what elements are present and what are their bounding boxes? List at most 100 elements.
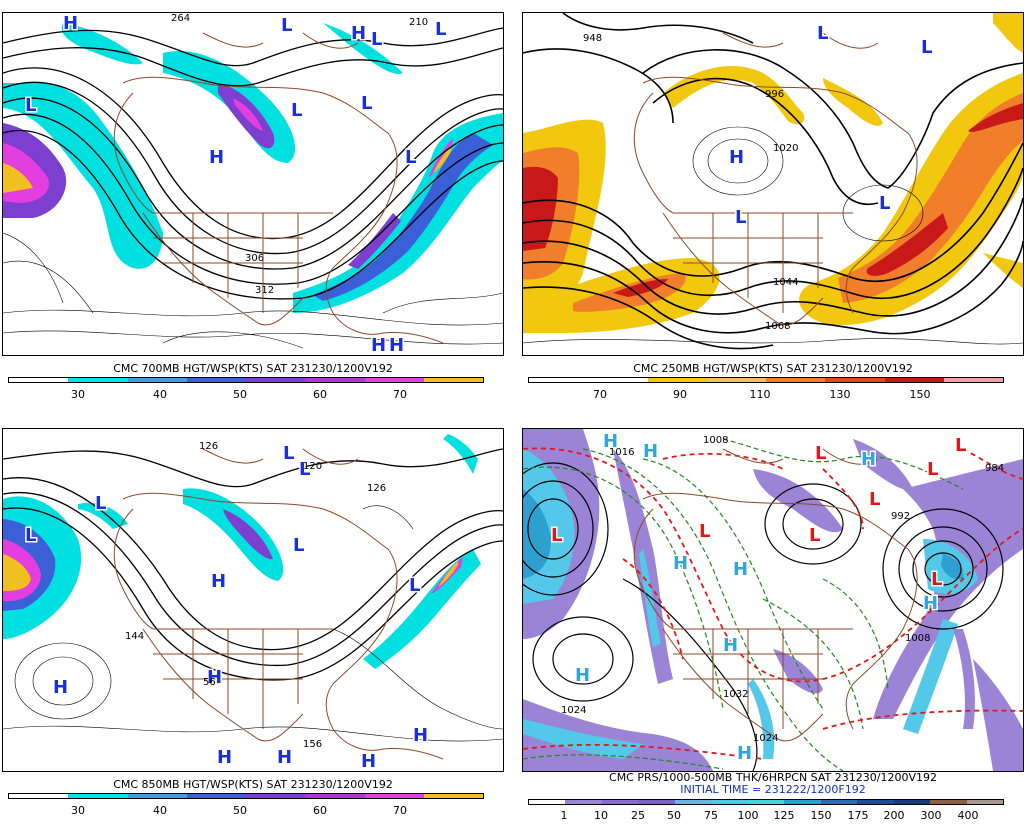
contour-label: 996 bbox=[765, 89, 784, 100]
legend-swatch bbox=[529, 800, 566, 804]
high-marker: H bbox=[63, 13, 78, 34]
low-marker: L bbox=[735, 207, 746, 228]
contour-label: 1044 bbox=[773, 277, 798, 288]
panel-caption: CMC 700MB HGT/WSP(KTS) SAT 231230/1200V1… bbox=[113, 362, 393, 375]
low-marker: L bbox=[809, 525, 820, 546]
legend-swatch bbox=[766, 378, 826, 382]
legend-swatch bbox=[423, 794, 483, 798]
low-marker: L bbox=[293, 535, 304, 556]
contour-label: 1008 bbox=[703, 435, 728, 446]
legend-tick: 300 bbox=[920, 809, 942, 822]
low-marker: L bbox=[291, 100, 302, 121]
high-marker: H bbox=[737, 743, 752, 764]
low-marker: L bbox=[409, 575, 420, 596]
low-marker: L bbox=[931, 569, 942, 590]
legend-swatch bbox=[529, 378, 589, 382]
high-marker: H bbox=[211, 571, 226, 592]
legend-tick: 50 bbox=[233, 388, 247, 401]
legend-swatch bbox=[246, 378, 306, 382]
legend-swatch bbox=[588, 378, 648, 382]
contour-label: 948 bbox=[583, 33, 602, 44]
legend-tick: 70 bbox=[593, 388, 607, 401]
contour-label: 1024 bbox=[753, 733, 778, 744]
contour-label: 312 bbox=[255, 285, 274, 296]
legend-swatch bbox=[966, 800, 1004, 804]
legend-swatch bbox=[186, 794, 246, 798]
legend-swatch bbox=[706, 378, 766, 382]
legend-swatch bbox=[364, 378, 424, 382]
legend-swatch bbox=[820, 800, 858, 804]
high-marker: H bbox=[673, 553, 688, 574]
legend-tick: 60 bbox=[313, 804, 327, 817]
high-marker: H bbox=[209, 147, 224, 168]
contour-label: 264 bbox=[171, 13, 190, 24]
legend-swatch bbox=[857, 800, 894, 804]
low-marker: L bbox=[283, 443, 294, 464]
contour-label: 126 bbox=[367, 483, 386, 494]
contour-label: 1008 bbox=[905, 633, 930, 644]
legend-tick: 25 bbox=[631, 809, 645, 822]
low-marker: L bbox=[815, 443, 826, 464]
legend-tick: 150 bbox=[909, 388, 931, 401]
legend-swatch bbox=[565, 800, 602, 804]
legend-tick: 30 bbox=[71, 804, 85, 817]
high-marker: H bbox=[723, 635, 738, 656]
high-marker: H bbox=[643, 441, 658, 462]
map-250mb: H L L L L 948 996 1020 1044 1068 bbox=[522, 12, 1024, 356]
high-marker: H bbox=[351, 23, 366, 44]
legend-swatch bbox=[893, 800, 931, 804]
high-marker: H bbox=[371, 335, 386, 355]
legend-ticks: 30 40 50 60 70 bbox=[8, 388, 484, 402]
legend-swatch bbox=[825, 378, 885, 382]
legend-tick: 100 bbox=[737, 809, 759, 822]
legend-swatch bbox=[711, 800, 748, 804]
contour-label: 984 bbox=[985, 463, 1004, 474]
legend-swatch bbox=[127, 378, 187, 382]
legend-tick: 175 bbox=[847, 809, 869, 822]
contour-label: 1020 bbox=[773, 143, 798, 154]
contour-label: 992 bbox=[891, 511, 910, 522]
legend-swatch bbox=[601, 800, 639, 804]
color-legend-bar bbox=[528, 799, 1004, 805]
contour-label: 56 bbox=[203, 677, 216, 688]
low-marker: L bbox=[361, 93, 372, 114]
legend-tick: 90 bbox=[673, 388, 687, 401]
low-marker: L bbox=[405, 147, 416, 168]
legend-tick: 150 bbox=[810, 809, 832, 822]
legend-tick: 75 bbox=[704, 809, 718, 822]
legend-swatch bbox=[305, 794, 365, 798]
legend-swatch bbox=[423, 378, 483, 382]
color-legend-bar bbox=[528, 377, 1004, 383]
low-marker: L bbox=[551, 525, 562, 546]
high-marker: H bbox=[861, 449, 876, 470]
map-850mb: H H H H H H H L L L L L L 126 120 126 14… bbox=[2, 428, 504, 772]
legend-swatch bbox=[9, 794, 69, 798]
high-marker: H bbox=[389, 335, 404, 355]
high-marker: H bbox=[207, 667, 222, 688]
low-marker: L bbox=[25, 525, 36, 546]
high-marker: H bbox=[729, 147, 744, 168]
legend-tick: 70 bbox=[393, 388, 407, 401]
initial-time-caption: INITIAL TIME = 231222/1200F192 bbox=[680, 783, 866, 796]
legend-tick: 200 bbox=[883, 809, 905, 822]
legend-tick: 70 bbox=[393, 804, 407, 817]
legend-swatch bbox=[784, 800, 821, 804]
legend-tick: 40 bbox=[153, 388, 167, 401]
panel-caption: CMC 850MB HGT/WSP(KTS) SAT 231230/1200V1… bbox=[113, 778, 393, 791]
low-marker: L bbox=[281, 15, 292, 36]
legend-swatch bbox=[68, 794, 128, 798]
low-marker: L bbox=[95, 493, 106, 514]
low-marker: L bbox=[371, 29, 382, 50]
legend-tick: 1 bbox=[560, 809, 568, 822]
legend-tick: 130 bbox=[829, 388, 851, 401]
high-marker: H bbox=[53, 677, 68, 698]
legend-swatch bbox=[943, 378, 1003, 382]
contour-label: 126 bbox=[199, 441, 218, 452]
map-700mb: H H H H H L L L L L L L 264 210 306 312 bbox=[2, 12, 504, 356]
high-marker: H bbox=[603, 431, 618, 452]
high-marker: H bbox=[575, 665, 590, 686]
legend-swatch bbox=[364, 794, 424, 798]
contour-label: 144 bbox=[125, 631, 144, 642]
contour-label: 1068 bbox=[765, 321, 790, 332]
legend-swatch bbox=[884, 378, 944, 382]
